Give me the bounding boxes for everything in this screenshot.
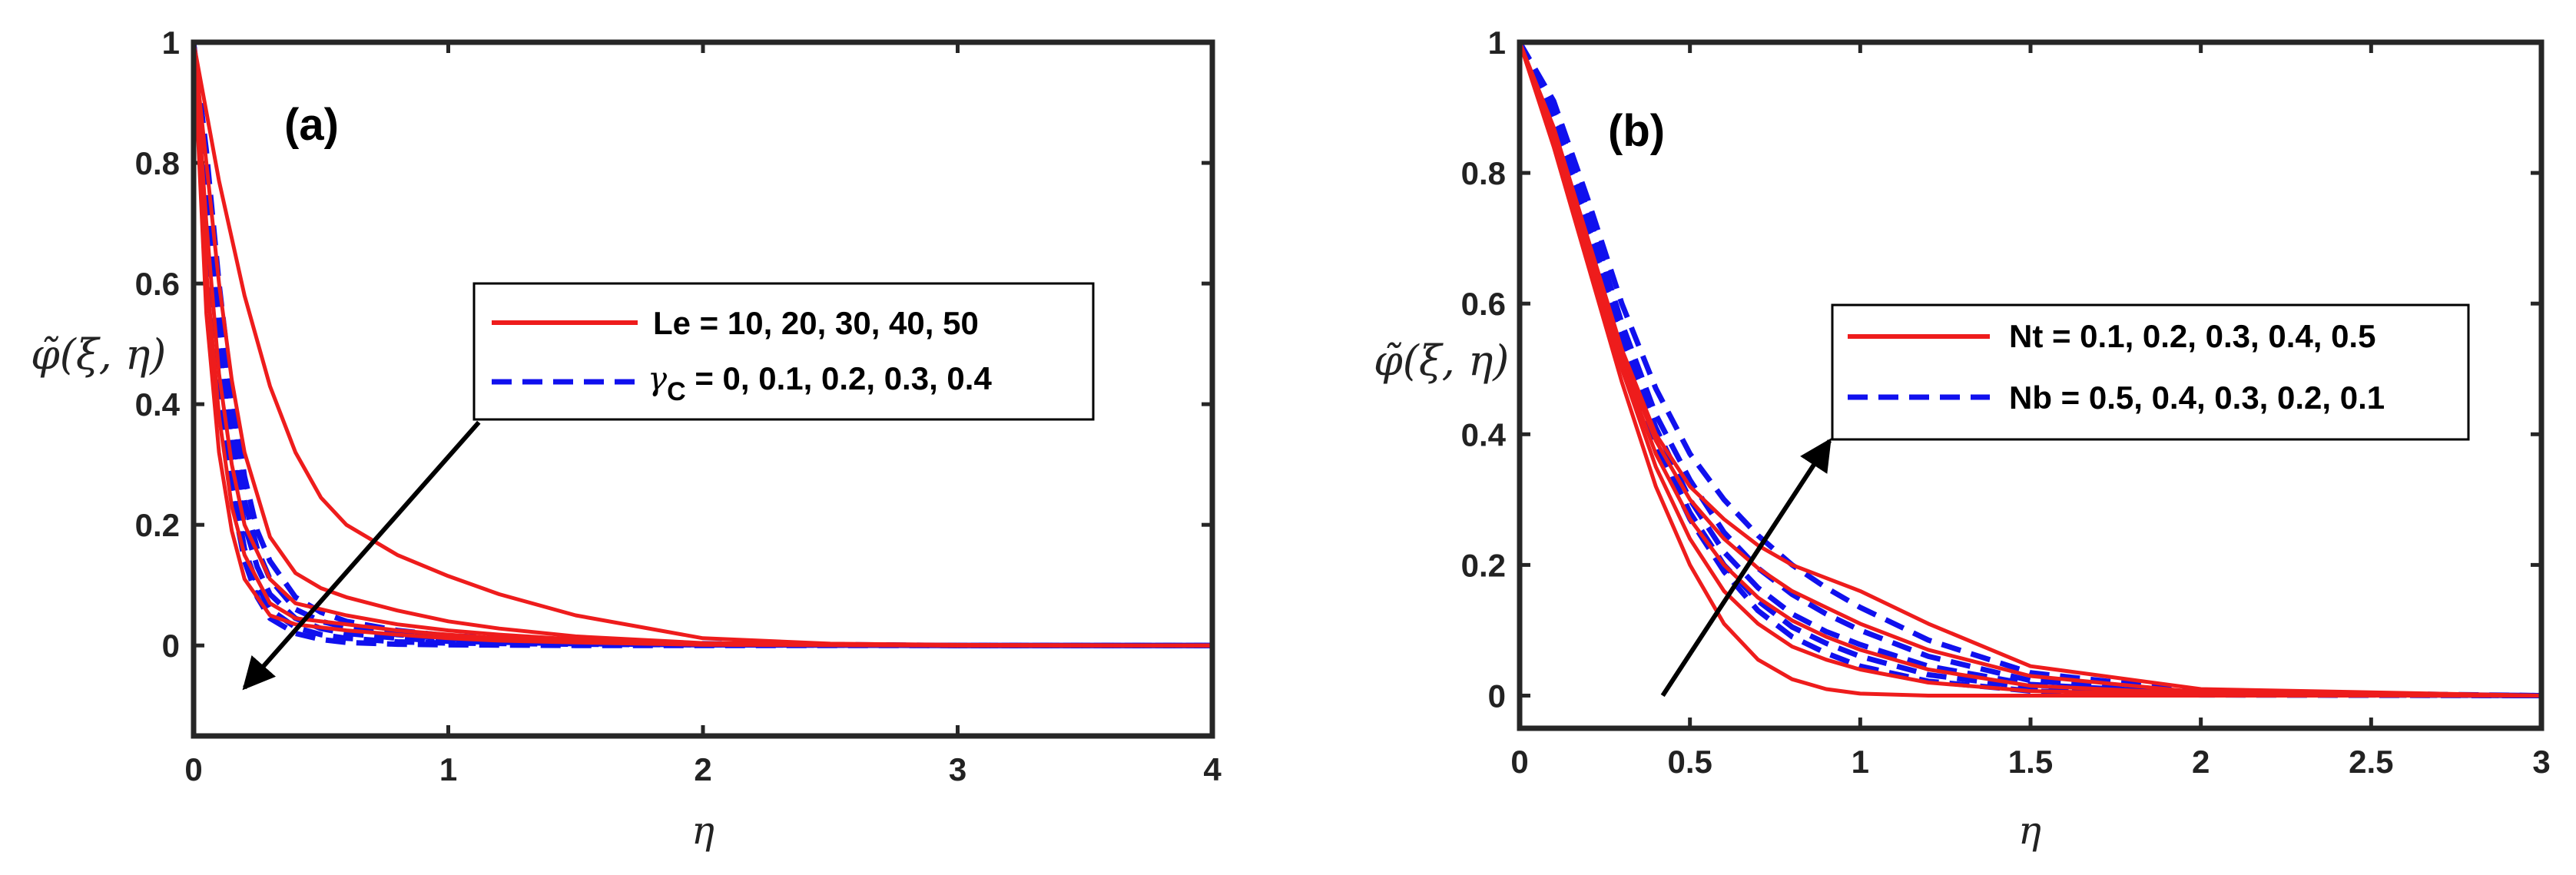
a-xtick-label: 2	[694, 751, 711, 787]
b-legend-box	[1831, 303, 2470, 441]
panel-a: 0 0.2 0.4 0.6 0.8 1 0 1 2 3 4 (a) φ̃(ξ, η) η Le =…	[31, 25, 1222, 853]
a-xtick-label: 3	[949, 751, 966, 787]
a-xtick-label: 0	[184, 751, 202, 787]
panel-b: 0 0.2 0.4 0.6 0.8 1 0 0.5 1 1.5 2 2.5 3 (b) φ̃(ξ, η…	[1374, 25, 2551, 853]
b-series-line	[1520, 42, 2541, 698]
a-legend-gamma-symbol: γ	[648, 360, 668, 397]
a-legend: Le = 10, 20, 30, 40, 50 γC = 0, 0.1, 0.2…	[472, 282, 1095, 421]
a-legend-label-gamma: γC = 0, 0.1, 0.2, 0.3, 0.4	[648, 360, 992, 406]
b-series-group	[1520, 42, 2541, 698]
b-plot-frame	[1517, 39, 2545, 731]
b-legend: Nt = 0.1, 0.2, 0.3, 0.4, 0.5 Nb = 0.5, 0…	[1831, 303, 2470, 441]
a-ylabel-text: φ̃(ξ, η)	[31, 330, 166, 379]
b-series-line	[1520, 42, 2541, 698]
b-ytick-label: 0.8	[1461, 155, 1506, 191]
b-ytick-label: 0	[1488, 678, 1506, 714]
a-y-ticks: 0 0.2 0.4 0.6 0.8 1	[135, 25, 1212, 664]
a-series-line	[194, 42, 1212, 648]
a-legend-gamma-eq: =	[686, 360, 723, 396]
b-xtick-label: 2.5	[2349, 744, 2393, 780]
a-xlabel: η	[691, 808, 714, 853]
b-ylabel-text: φ̃(ξ, η)	[1374, 336, 1509, 385]
b-series-line	[1520, 42, 2541, 698]
a-ytick-label: 0.4	[135, 386, 181, 423]
b-series-line	[1520, 42, 2541, 698]
b-series-line	[1520, 42, 2541, 698]
a-panel-label: (a)	[284, 100, 339, 150]
a-plot-frame	[191, 39, 1215, 739]
a-ytick-label: 1	[162, 25, 180, 61]
b-ytick-label: 0.2	[1461, 547, 1506, 583]
a-ytick-label: 0.6	[135, 266, 180, 302]
b-y-axis-label: φ̃(ξ, η)	[1374, 336, 1509, 385]
a-legend-label-le: Le = 10, 20, 30, 40, 50	[653, 305, 979, 341]
a-y-axis-label: φ̃(ξ, η)	[31, 330, 166, 379]
b-annotation-arrow	[1660, 438, 1832, 698]
a-ytick-label: 0	[162, 628, 180, 664]
b-xtick-label: 1	[1852, 744, 1869, 780]
b-xlabel: η	[2018, 808, 2041, 853]
b-xtick-label: 3	[2532, 744, 2550, 780]
b-ytick-label: 0.6	[1461, 286, 1506, 322]
a-xtick-label: 4	[1203, 751, 1222, 787]
b-xtick-label: 1.5	[2008, 744, 2053, 780]
a-annotation-arrow	[242, 420, 481, 691]
a-xtick-label: 1	[439, 751, 457, 787]
b-series-line	[1520, 42, 2541, 698]
b-ytick-label: 0.4	[1461, 416, 1507, 452]
a-ytick-label: 0.8	[135, 145, 180, 181]
a-legend-gamma-subscript: C	[667, 377, 686, 406]
b-xtick-label: 0	[1510, 744, 1528, 780]
a-series-line	[194, 42, 1212, 648]
b-legend-label-nb: Nb = 0.5, 0.4, 0.3, 0.2, 0.1	[2009, 379, 2385, 416]
a-ytick-label: 0.2	[135, 507, 180, 543]
b-panel-label: (b)	[1608, 106, 1665, 156]
b-xtick-label: 2	[2192, 744, 2210, 780]
b-legend-label-nt: Nt = 0.1, 0.2, 0.3, 0.4, 0.5	[2009, 318, 2375, 354]
a-legend-gamma-values: 0, 0.1, 0.2, 0.3, 0.4	[723, 360, 993, 396]
b-xtick-label: 0.5	[1667, 744, 1712, 780]
b-series-line	[1520, 42, 2541, 698]
a-x-ticks: 0 1 2 3 4	[184, 42, 1222, 787]
a-legend-box	[472, 282, 1095, 421]
b-ytick-label: 1	[1488, 25, 1506, 61]
